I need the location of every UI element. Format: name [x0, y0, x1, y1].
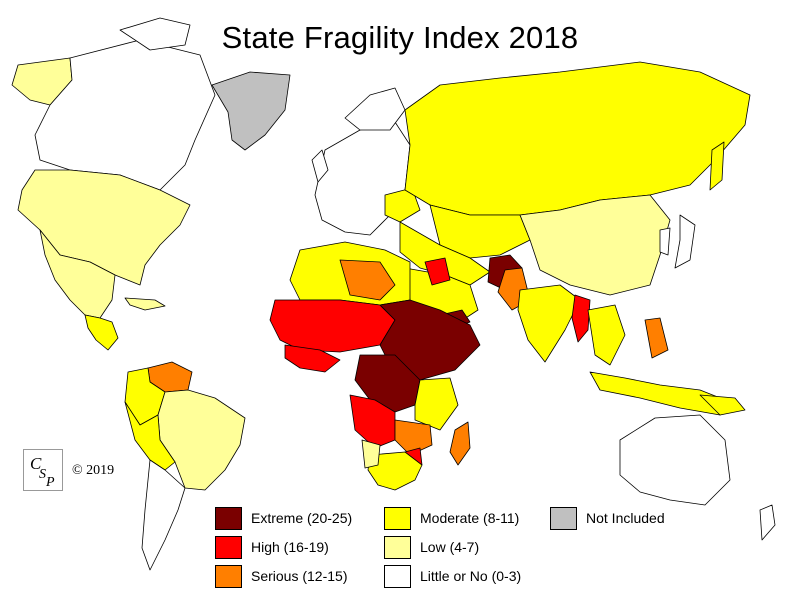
- region-korea: [659, 227, 671, 256]
- legend-swatch-serious: [215, 564, 242, 588]
- region-myanmar: [571, 294, 591, 343]
- legend-label-serious: Serious (12-15): [251, 568, 348, 584]
- region-madagascar: [449, 421, 471, 466]
- region-new-zealand: [759, 504, 776, 541]
- legend-label-moderate: Moderate (8-11): [420, 510, 520, 526]
- map-title: State Fragility Index 2018: [221, 20, 579, 55]
- region-libya-algeria: [339, 259, 396, 301]
- region-australia: [619, 414, 731, 506]
- region-south-africa: [367, 451, 423, 491]
- region-southeast-asia: [587, 304, 626, 366]
- legend-item-serious: Serious (12-15): [215, 563, 348, 589]
- region-philippines: [644, 317, 669, 359]
- region-peru-bolivia: [124, 401, 176, 471]
- svg-text:C: C: [30, 454, 42, 473]
- legend-item-not-included: Not Included: [550, 505, 665, 531]
- legend-swatch-extreme: [215, 506, 242, 530]
- region-central-america: [84, 314, 119, 351]
- region-southern-africa-mid: [394, 419, 433, 456]
- region-india: [517, 284, 581, 363]
- legend-item-little: Little or No (0-3): [384, 563, 521, 589]
- legend-swatch-low: [384, 535, 411, 559]
- region-west-africa-coast: [284, 344, 341, 373]
- region-sudan-horn: [379, 299, 481, 381]
- legend-swatch-high: [215, 535, 242, 559]
- svg-text:S: S: [39, 467, 46, 482]
- legend-swatch-little: [384, 564, 411, 588]
- region-namibia-botswana: [361, 439, 381, 469]
- region-kamchatka: [709, 141, 725, 191]
- region-sahel: [269, 299, 396, 353]
- region-central-africa: [354, 354, 421, 413]
- region-syria-iraq: [424, 257, 451, 286]
- legend-label-little: Little or No (0-3): [420, 568, 522, 584]
- region-japan: [674, 214, 696, 269]
- legend-item-extreme: Extreme (20-25): [215, 505, 352, 531]
- region-mongolia-china: [519, 194, 671, 296]
- region-canada-islands: [119, 17, 191, 51]
- region-southern-cone: [141, 459, 186, 571]
- copyright-text: © 2019: [72, 463, 115, 478]
- svg-text:P: P: [45, 475, 55, 490]
- region-new-guinea: [699, 394, 746, 416]
- csp-logo: C S P: [23, 449, 63, 491]
- region-usa: [17, 169, 191, 286]
- region-cuba-caribbean: [124, 297, 166, 311]
- legend-swatch-not-included: [550, 506, 577, 530]
- legend-item-high: High (16-19): [215, 534, 329, 560]
- legend-label-extreme: Extreme (20-25): [251, 510, 353, 526]
- legend-label-high: High (16-19): [251, 539, 329, 555]
- region-east-africa: [414, 377, 459, 431]
- legend-label-not-included: Not Included: [586, 510, 665, 526]
- legend-swatch-moderate: [384, 506, 411, 530]
- legend-label-low: Low (4-7): [420, 539, 480, 555]
- legend-item-low: Low (4-7): [384, 534, 479, 560]
- region-russia: [404, 61, 751, 216]
- region-greenland: [211, 71, 291, 151]
- legend-item-moderate: Moderate (8-11): [384, 505, 519, 531]
- region-uk: [311, 149, 329, 183]
